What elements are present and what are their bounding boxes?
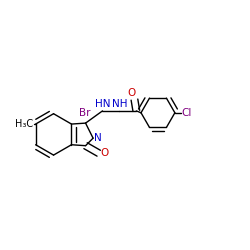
Text: Br: Br [79, 108, 90, 118]
Text: O: O [128, 88, 136, 98]
Text: O: O [100, 148, 108, 158]
Text: HN: HN [95, 99, 110, 109]
Text: N: N [94, 133, 102, 143]
Text: H₃C: H₃C [15, 119, 33, 129]
Text: Cl: Cl [182, 108, 192, 118]
Text: NH: NH [112, 99, 127, 109]
